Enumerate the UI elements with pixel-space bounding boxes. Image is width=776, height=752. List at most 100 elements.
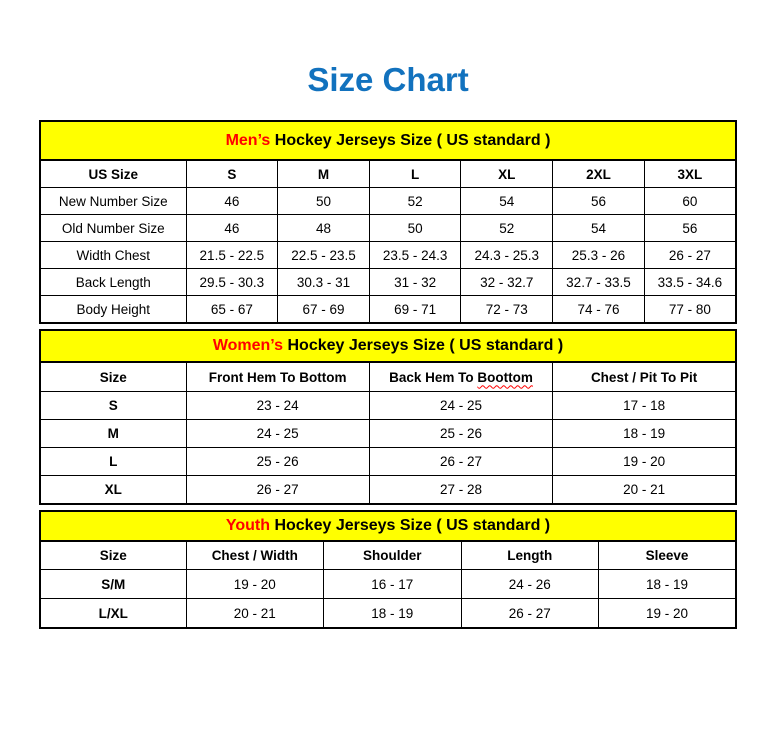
womens-col-header-0: Size bbox=[39, 361, 187, 392]
youth-row: L/XL 20 - 21 18 - 19 26 - 27 19 - 20 bbox=[39, 598, 737, 629]
womens-row: M 24 - 25 25 - 26 18 - 19 bbox=[39, 419, 737, 448]
row-label: S/M bbox=[39, 569, 187, 599]
size-value: 54 bbox=[552, 214, 645, 242]
womens-col-header-1: Front Hem To Bottom bbox=[185, 361, 370, 392]
womens-col-header-2: Back Hem To Boottom bbox=[368, 361, 554, 392]
youth-col-header-2: Shoulder bbox=[323, 540, 462, 570]
row-label: New Number Size bbox=[39, 187, 187, 215]
mens-col-header-3: L bbox=[368, 159, 462, 188]
mens-size-table: Men’s Hockey Jerseys Size ( US standard … bbox=[39, 120, 737, 324]
youth-col-header-0: Size bbox=[39, 540, 187, 570]
youth-col-header-1: Chest / Width bbox=[185, 540, 324, 570]
size-value: 18 - 19 bbox=[598, 569, 737, 599]
size-value: 30.3 - 31 bbox=[277, 268, 370, 296]
size-value: 52 bbox=[460, 214, 554, 242]
size-value: 60 bbox=[643, 187, 737, 215]
size-value: 46 bbox=[185, 214, 279, 242]
womens-size-table: Women’s Hockey Jerseys Size ( US standar… bbox=[39, 329, 737, 505]
womens-row: XL 26 - 27 27 - 28 20 - 21 bbox=[39, 475, 737, 505]
size-chart-tables: Men’s Hockey Jerseys Size ( US standard … bbox=[0, 120, 776, 629]
size-value: 50 bbox=[277, 187, 370, 215]
row-label: L/XL bbox=[39, 598, 187, 629]
womens-banner: Women’s Hockey Jerseys Size ( US standar… bbox=[39, 329, 737, 363]
youth-col-header-3: Length bbox=[460, 540, 599, 570]
mens-row: New Number Size 46 50 52 54 56 60 bbox=[39, 187, 737, 215]
size-value: 31 - 32 bbox=[368, 268, 462, 296]
size-value: 17 - 18 bbox=[552, 391, 737, 420]
size-value: 48 bbox=[277, 214, 370, 242]
size-value: 24 - 25 bbox=[368, 391, 554, 420]
size-value: 24 - 25 bbox=[185, 419, 370, 448]
size-value: 25.3 - 26 bbox=[552, 241, 645, 269]
youth-row: S/M 19 - 20 16 - 17 24 - 26 18 - 19 bbox=[39, 569, 737, 599]
misspelled-word: Boottom bbox=[477, 369, 533, 385]
mens-banner-highlight: Men’s bbox=[225, 131, 271, 149]
mens-banner: Men’s Hockey Jerseys Size ( US standard … bbox=[39, 120, 737, 161]
size-value: 18 - 19 bbox=[552, 419, 737, 448]
mens-row: Width Chest 21.5 - 22.5 22.5 - 23.5 23.5 - … bbox=[39, 241, 737, 269]
size-value: 32 - 32.7 bbox=[460, 268, 554, 296]
size-value: 24.3 - 25.3 bbox=[460, 241, 554, 269]
size-value: 65 - 67 bbox=[185, 295, 279, 324]
size-value: 56 bbox=[552, 187, 645, 215]
mens-col-header-1: S bbox=[185, 159, 279, 188]
size-value: 21.5 - 22.5 bbox=[185, 241, 279, 269]
row-label: Old Number Size bbox=[39, 214, 187, 242]
size-value: 74 - 76 bbox=[552, 295, 645, 324]
youth-col-header-4: Sleeve bbox=[598, 540, 737, 570]
mens-col-header-6: 3XL bbox=[643, 159, 737, 188]
size-value: 19 - 20 bbox=[185, 569, 324, 599]
row-label: S bbox=[39, 391, 187, 420]
row-label: L bbox=[39, 447, 187, 476]
size-value: 25 - 26 bbox=[368, 419, 554, 448]
size-value: 77 - 80 bbox=[643, 295, 737, 324]
size-value: 27 - 28 bbox=[368, 475, 554, 505]
size-value: 18 - 19 bbox=[323, 598, 462, 629]
size-value: 54 bbox=[460, 187, 554, 215]
row-label: Body Height bbox=[39, 295, 187, 324]
row-label: Width Chest bbox=[39, 241, 187, 269]
size-value: 33.5 - 34.6 bbox=[643, 268, 737, 296]
size-value: 16 - 17 bbox=[323, 569, 462, 599]
womens-row: L 25 - 26 26 - 27 19 - 20 bbox=[39, 447, 737, 476]
size-value: 67 - 69 bbox=[277, 295, 370, 324]
mens-col-header-5: 2XL bbox=[552, 159, 645, 188]
womens-banner-highlight: Women’s bbox=[212, 337, 284, 354]
size-value: 29.5 - 30.3 bbox=[185, 268, 279, 296]
size-value: 19 - 20 bbox=[598, 598, 737, 629]
youth-banner-highlight: Youth bbox=[225, 517, 270, 534]
youth-banner: Youth Hockey Jerseys Size ( US standard … bbox=[39, 510, 737, 542]
size-value: 46 bbox=[185, 187, 279, 215]
size-value: 19 - 20 bbox=[552, 447, 737, 476]
mens-row: Old Number Size 46 48 50 52 54 56 bbox=[39, 214, 737, 242]
row-label: M bbox=[39, 419, 187, 448]
size-value: 24 - 26 bbox=[460, 569, 599, 599]
size-value: 22.5 - 23.5 bbox=[277, 241, 370, 269]
size-value: 20 - 21 bbox=[552, 475, 737, 505]
youth-size-table: Youth Hockey Jerseys Size ( US standard … bbox=[39, 510, 737, 629]
size-value: 23.5 - 24.3 bbox=[368, 241, 462, 269]
size-value: 52 bbox=[368, 187, 462, 215]
size-value: 25 - 26 bbox=[185, 447, 370, 476]
size-value: 26 - 27 bbox=[460, 598, 599, 629]
mens-row: Body Height 65 - 67 67 - 69 69 - 71 72 - 73 7… bbox=[39, 295, 737, 324]
size-value: 72 - 73 bbox=[460, 295, 554, 324]
womens-col-header-3: Chest / Pit To Pit bbox=[552, 361, 737, 392]
size-value: 26 - 27 bbox=[643, 241, 737, 269]
mens-col-header-4: XL bbox=[460, 159, 554, 188]
size-value: 20 - 21 bbox=[185, 598, 324, 629]
size-value: 23 - 24 bbox=[185, 391, 370, 420]
size-value: 69 - 71 bbox=[368, 295, 462, 324]
mens-col-header-2: M bbox=[277, 159, 370, 188]
size-value: 50 bbox=[368, 214, 462, 242]
womens-row: S 23 - 24 24 - 25 17 - 18 bbox=[39, 391, 737, 420]
page-title: Size Chart bbox=[307, 61, 469, 98]
size-value: 56 bbox=[643, 214, 737, 242]
size-value: 32.7 - 33.5 bbox=[552, 268, 645, 296]
mens-col-header-0: US Size bbox=[39, 159, 187, 188]
row-label: Back Length bbox=[39, 268, 187, 296]
mens-row: Back Length 29.5 - 30.3 30.3 - 31 31 - 32 32… bbox=[39, 268, 737, 296]
size-value: 26 - 27 bbox=[185, 475, 370, 505]
size-value: 26 - 27 bbox=[368, 447, 554, 476]
row-label: XL bbox=[39, 475, 187, 505]
